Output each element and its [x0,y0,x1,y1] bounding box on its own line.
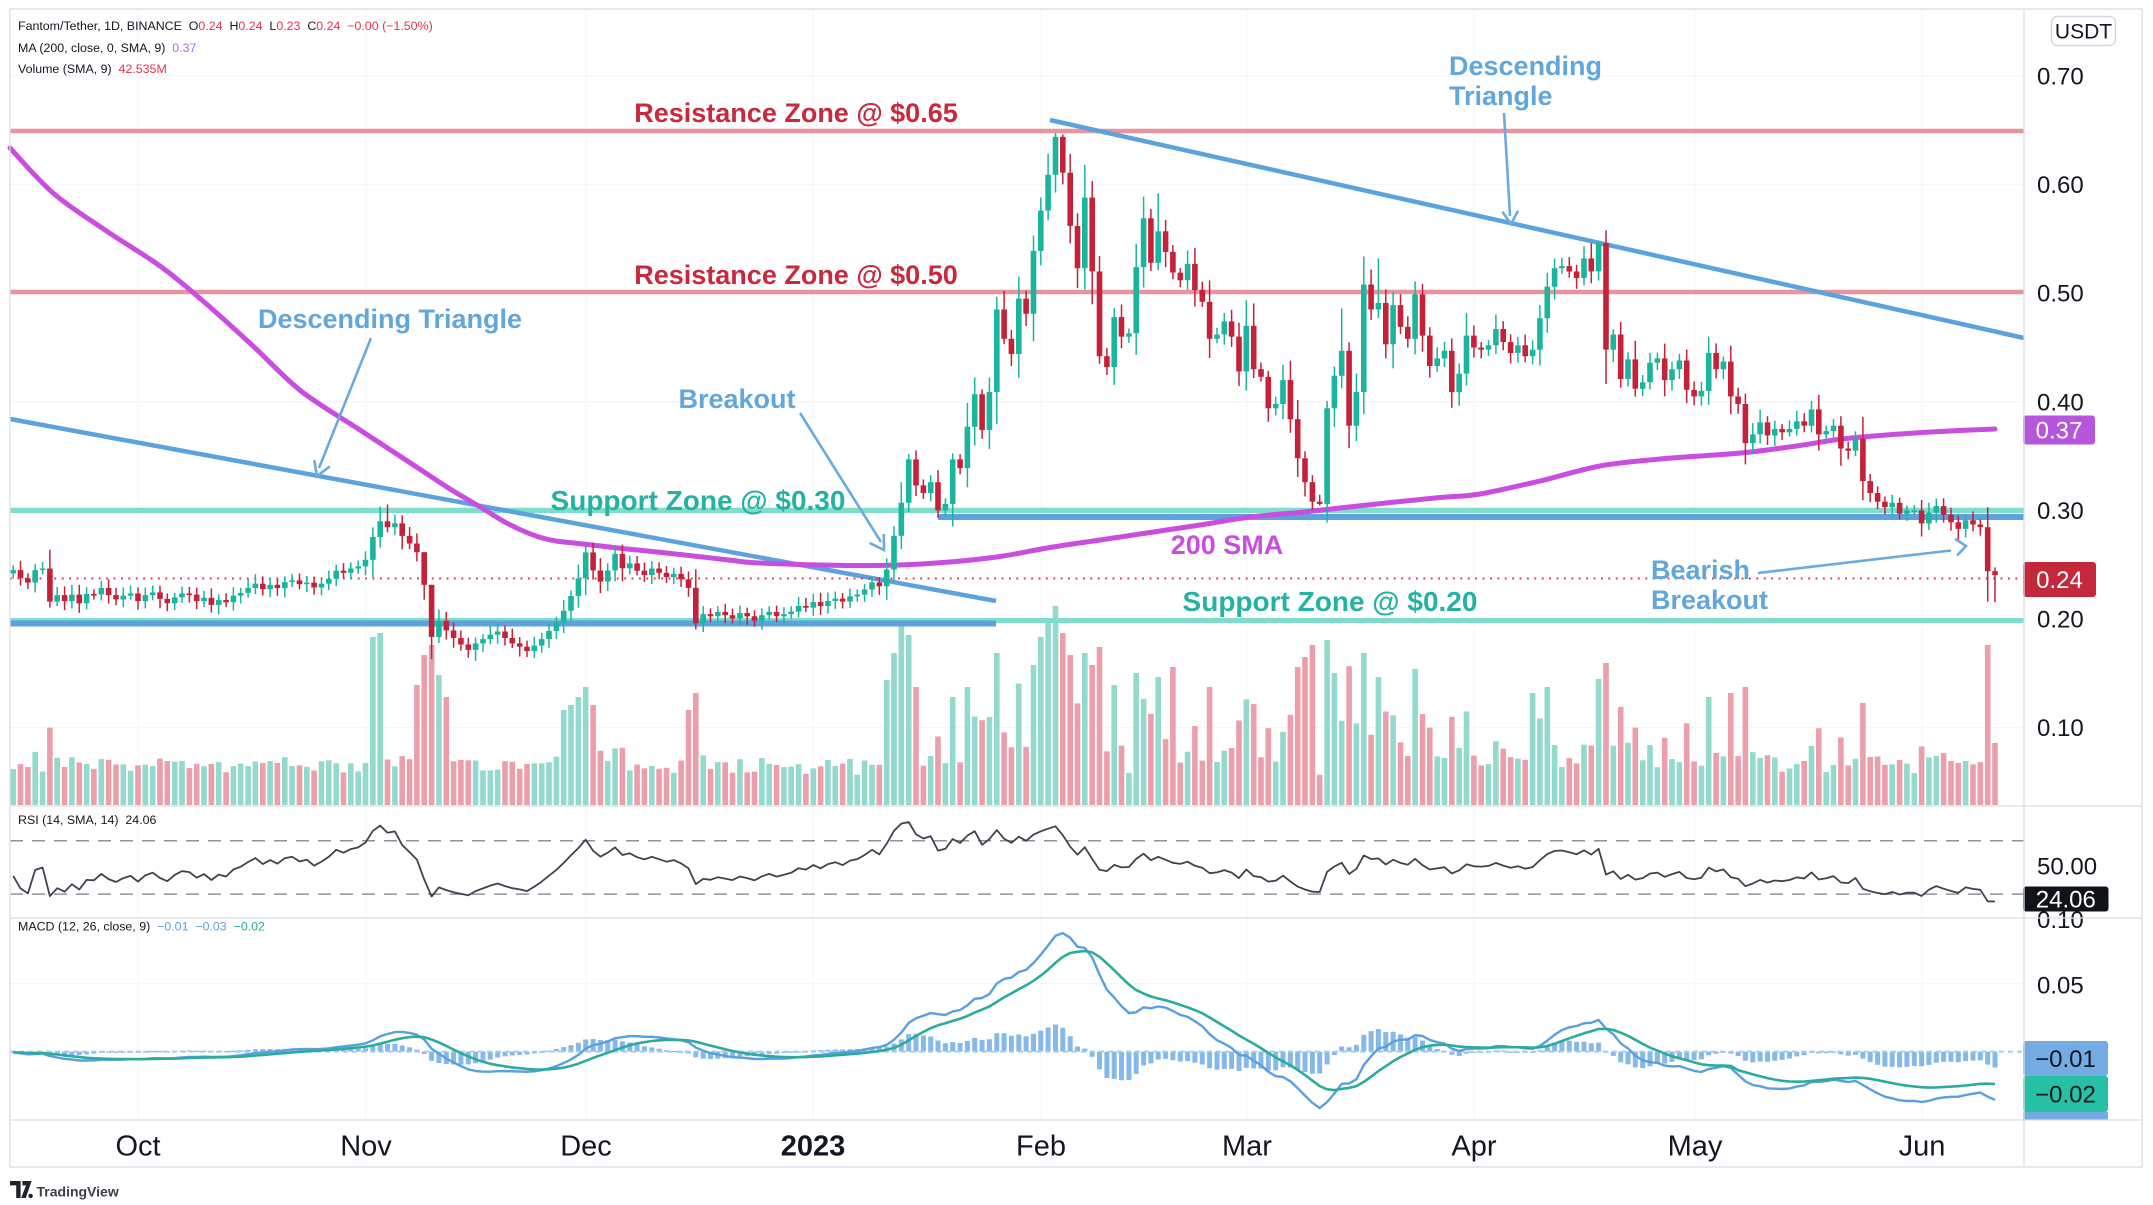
svg-text:0.24: 0.24 [2036,567,2083,594]
svg-text:Feb: Feb [1016,1131,1066,1163]
svg-text:0.70: 0.70 [2037,64,2084,91]
svg-text:Nov: Nov [340,1131,392,1163]
svg-text:Oct: Oct [115,1131,160,1163]
svg-text:Apr: Apr [1451,1131,1496,1163]
svg-text:USDT: USDT [2055,21,2112,44]
svg-text:Breakout: Breakout [1651,585,1768,615]
svg-text:2023: 2023 [781,1131,846,1163]
svg-text:0.20: 0.20 [2037,607,2084,634]
svg-text:200 SMA: 200 SMA [1171,530,1284,560]
svg-text:0.05: 0.05 [2037,973,2084,1000]
svg-text:Triangle: Triangle [1449,81,1553,111]
svg-text:50.00: 50.00 [2037,854,2097,881]
svg-text:Fantom/Tether, 1D, BINANCE O0: Fantom/Tether, 1D, BINANCE O0.24 H0.24 L… [18,19,433,33]
svg-text:Breakout: Breakout [678,384,795,414]
svg-text:0.60: 0.60 [2037,172,2084,199]
svg-text:MA (200, close, 0, SMA, 9) 0.: MA (200, close, 0, SMA, 9) 0.37 [18,41,196,55]
svg-text:Mar: Mar [1222,1131,1272,1163]
svg-text:Resistance Zone @ $0.50: Resistance Zone @ $0.50 [634,260,957,290]
svg-text:0.37: 0.37 [2036,418,2083,445]
svg-text:May: May [1668,1131,1723,1163]
svg-text:TradingView: TradingView [37,1184,119,1200]
svg-text:Descending: Descending [1449,51,1602,81]
svg-text:RSI (14, SMA, 14) 24.06: RSI (14, SMA, 14) 24.06 [18,813,157,827]
svg-text:MACD (12, 26, close, 9) −0.01: MACD (12, 26, close, 9) −0.01 −0.03 −0.0… [18,920,265,934]
svg-text:Support Zone @ $0.30: Support Zone @ $0.30 [551,485,846,516]
svg-text:Descending Triangle: Descending Triangle [258,304,522,334]
svg-text:−0.02: −0.02 [2035,1082,2096,1109]
svg-text:Jun: Jun [1899,1131,1946,1163]
svg-text:24.06: 24.06 [2036,887,2096,914]
svg-text:Volume (SMA, 9) 42.535M: Volume (SMA, 9) 42.535M [18,62,167,76]
svg-text:Support Zone @ $0.20: Support Zone @ $0.20 [1183,586,1478,617]
svg-text:Dec: Dec [560,1131,612,1163]
svg-text:0.50: 0.50 [2037,281,2084,308]
svg-text:Resistance Zone @ $0.65: Resistance Zone @ $0.65 [634,98,957,128]
svg-text:−0.01: −0.01 [2035,1046,2096,1073]
svg-text:0.30: 0.30 [2037,498,2084,525]
svg-text:0.40: 0.40 [2037,389,2084,416]
svg-text:0.10: 0.10 [2037,715,2084,742]
svg-text:Bearish: Bearish [1651,555,1750,585]
